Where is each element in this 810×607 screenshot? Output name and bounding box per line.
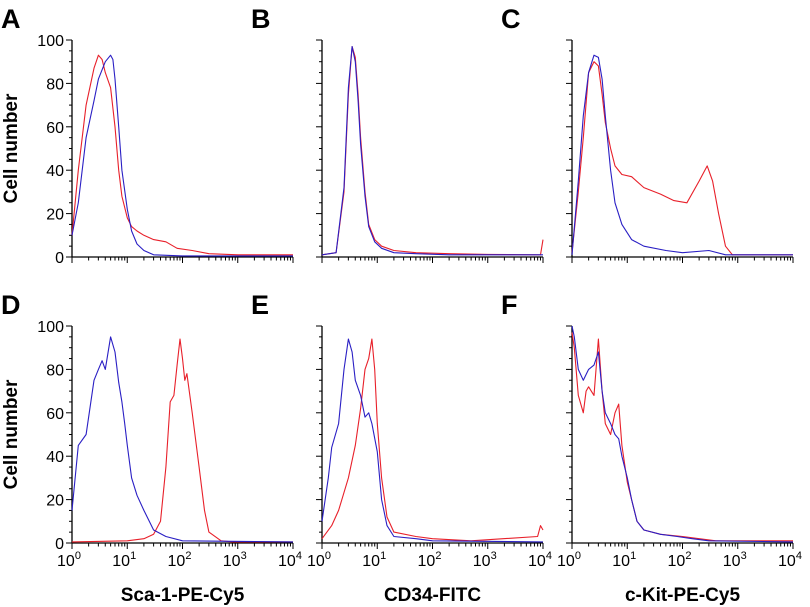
x-axis-title: c-Kit-PE-Cy5 xyxy=(625,585,741,606)
y-tick-label: 60 xyxy=(46,120,64,137)
panel-f: F 100 101 102 103 104 c-Kit-PE-Cy5 xyxy=(501,290,802,606)
panel-letter: B xyxy=(251,4,271,34)
x-tick-label: 103 xyxy=(723,550,747,570)
panel-c: C xyxy=(501,4,794,263)
y-tick-label: 0 xyxy=(55,250,64,267)
panel-letter: E xyxy=(251,290,269,320)
x-tick-label: 104 xyxy=(278,550,302,570)
panel-letter: C xyxy=(501,4,521,34)
x-axis-title: CD34-FITC xyxy=(384,585,481,606)
series-line-blue xyxy=(321,338,544,543)
x-tick-label: 104 xyxy=(528,550,552,570)
panel-letter: F xyxy=(501,290,518,320)
y-axis-title: Cell number xyxy=(1,379,22,489)
x-tick-label: 102 xyxy=(418,550,442,570)
y-tick-label: 100 xyxy=(37,319,64,336)
y-tick-label: 0 xyxy=(55,536,64,553)
panel-letter: A xyxy=(1,4,21,34)
x-tick-label: 101 xyxy=(362,550,386,570)
x-tick-label: 101 xyxy=(112,550,136,570)
series-line-red xyxy=(321,45,544,256)
x-tick-label: 104 xyxy=(778,550,802,570)
x-tick-label: 100 xyxy=(557,550,581,570)
y-tick-label: 80 xyxy=(46,362,64,379)
y-tick-label: 40 xyxy=(46,449,64,466)
panel-d: D 0 20 40 60 80 100 100 101 102 103 104 Sca-1-PE-Cy5 xyxy=(1,290,302,606)
y-tick-label: 80 xyxy=(46,76,64,93)
series-line-blue xyxy=(321,45,543,256)
y-tick-label: 100 xyxy=(37,33,64,50)
series-line-blue xyxy=(71,54,293,257)
series-line-red xyxy=(571,332,793,542)
x-tick-label: 103 xyxy=(473,550,497,570)
y-tick-label: 60 xyxy=(46,406,64,423)
y-tick-label: 40 xyxy=(46,163,64,180)
y-tick-label: 20 xyxy=(46,493,64,510)
x-tick-label: 101 xyxy=(612,550,636,570)
x-axis-title: Sca-1-PE-Cy5 xyxy=(121,585,245,606)
panel-e: E 100 101 102 103 104 CD34-FITC xyxy=(251,290,552,606)
y-tick-label: 20 xyxy=(46,207,64,224)
panel-letter: D xyxy=(1,290,21,320)
panel-b: B xyxy=(251,4,544,263)
series-line-red xyxy=(571,61,793,256)
series-line-red xyxy=(71,338,293,543)
series-line-blue xyxy=(571,54,793,256)
panel-a: A 0 20 40 60 80 100 xyxy=(1,4,294,267)
y-axis-title: Cell number xyxy=(1,93,22,203)
series-line-blue xyxy=(571,325,794,543)
series-line-blue xyxy=(71,336,294,543)
series-line-red xyxy=(321,338,544,542)
x-tick-label: 102 xyxy=(668,550,692,570)
x-tick-label: 102 xyxy=(168,550,192,570)
x-tick-label: 100 xyxy=(57,550,81,570)
x-tick-label: 103 xyxy=(223,550,247,570)
x-tick-label: 100 xyxy=(307,550,331,570)
series-line-red xyxy=(71,54,293,256)
